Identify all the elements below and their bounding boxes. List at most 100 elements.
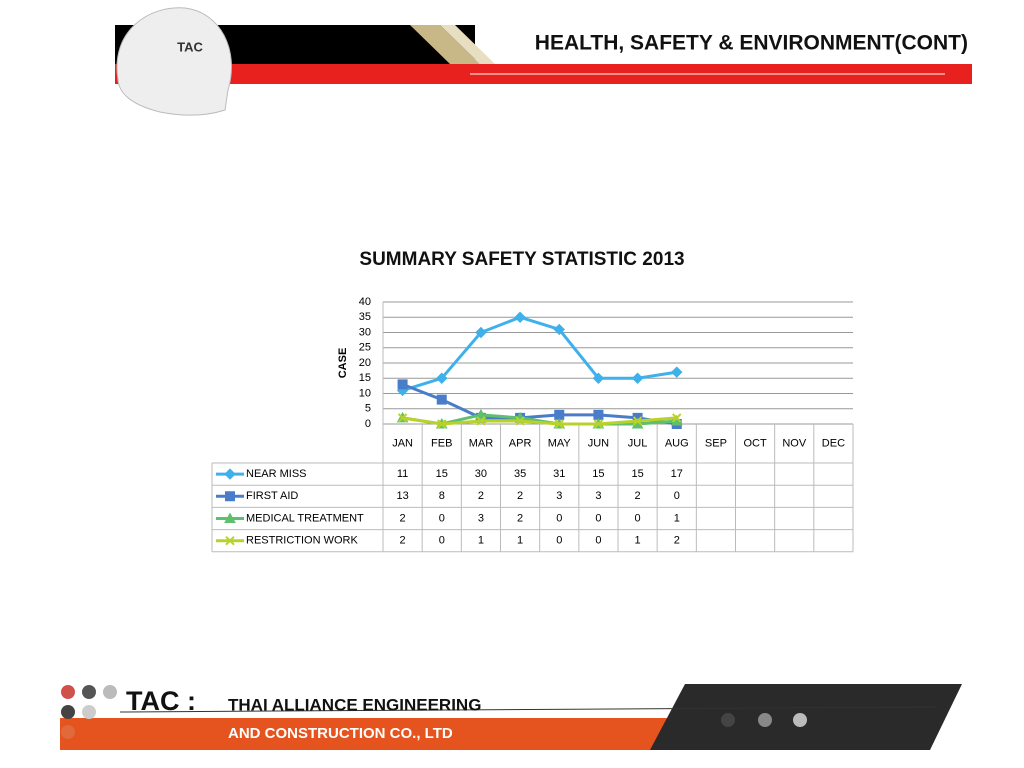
legend-label: NEAR MISS [246, 468, 307, 480]
y-tick-label: 20 [359, 357, 371, 369]
slide-title: HEALTH, SAFETY & ENVIRONMENT(CONT) [535, 32, 968, 55]
marker [554, 419, 564, 429]
dot [82, 685, 96, 699]
x-tick-label: FEB [431, 437, 452, 449]
dot [721, 713, 735, 727]
y-tick-label: 15 [359, 372, 371, 384]
legend-label: RESTRICTION WORK [246, 535, 358, 547]
y-axis-label: CASE [337, 348, 349, 379]
table-value: 2 [478, 490, 484, 502]
table-value: 1 [674, 512, 680, 524]
table-value: 2 [400, 535, 406, 547]
header-stripe [410, 25, 480, 64]
y-tick-label: 25 [359, 342, 371, 354]
series-line [402, 382, 677, 426]
table-value: 30 [475, 468, 487, 480]
marker [224, 468, 236, 480]
marker [475, 408, 487, 420]
table-value: 1 [635, 535, 641, 547]
dot [793, 713, 807, 727]
table-value: 2 [517, 512, 523, 524]
table-value: 0 [556, 512, 562, 524]
table-value: 0 [674, 490, 680, 502]
table-value: 3 [595, 490, 601, 502]
table-value: 2 [517, 490, 523, 502]
y-tick-label: 40 [359, 296, 371, 308]
marker [515, 416, 525, 426]
x-tick-label: APR [509, 437, 532, 449]
legend-label: MEDICAL TREATMENT [246, 512, 364, 524]
x-tick-label: JAN [392, 437, 413, 449]
footer-company: AND CONSTRUCTION CO., LTD [228, 725, 453, 742]
marker [437, 419, 447, 429]
marker [397, 413, 408, 423]
table-value: 1 [478, 535, 484, 547]
table-value: 3 [478, 512, 484, 524]
footer-band [60, 718, 680, 750]
table-value: 2 [674, 535, 680, 547]
footer-rule [119, 706, 936, 713]
marker [514, 311, 526, 323]
table-value: 11 [397, 468, 408, 480]
table-value: 8 [439, 490, 445, 502]
marker [631, 372, 644, 384]
marker [476, 416, 486, 426]
table-value: 0 [595, 535, 601, 547]
y-tick-label: 30 [359, 326, 371, 338]
table-value: 1 [517, 535, 523, 547]
footer-company: THAI ALLIANCE ENGINEERING [228, 695, 481, 714]
header-stripe [440, 25, 495, 64]
table-value: 13 [396, 490, 408, 502]
table-value: 17 [671, 468, 683, 480]
x-tick-label: NOV [782, 437, 807, 449]
table-value: 2 [400, 512, 406, 524]
table-value: 2 [635, 490, 641, 502]
table-value: 0 [439, 512, 445, 524]
dot [103, 685, 117, 699]
marker [224, 512, 236, 523]
table-value: 3 [556, 490, 562, 502]
table-value: 35 [514, 468, 526, 480]
helmet-logo: TAC [177, 39, 203, 54]
marker [436, 394, 447, 405]
marker [593, 409, 604, 420]
marker [553, 323, 565, 336]
table-value: 31 [553, 468, 565, 480]
chart-title: SUMMARY SAFETY STATISTIC 2013 [359, 249, 684, 270]
marker [225, 535, 235, 546]
dot [758, 713, 772, 727]
dot [61, 705, 75, 719]
marker [593, 419, 604, 429]
marker [225, 491, 235, 502]
y-tick-label: 5 [365, 403, 371, 415]
x-tick-label: OCT [743, 437, 767, 449]
y-tick-label: 0 [365, 418, 371, 430]
y-tick-label: 35 [359, 311, 371, 323]
table-value: 0 [635, 512, 641, 524]
x-tick-label: MAY [548, 437, 572, 449]
marker [632, 416, 643, 426]
series-line [402, 416, 677, 426]
dot [61, 725, 75, 739]
table-value: 0 [595, 512, 601, 524]
x-tick-label: DEC [822, 437, 845, 449]
table-value: 15 [631, 468, 643, 480]
table-value: 0 [556, 535, 562, 547]
marker [436, 372, 448, 384]
dot [61, 685, 75, 699]
marker [475, 326, 487, 339]
y-tick-label: 10 [359, 387, 371, 399]
marker [592, 372, 605, 384]
marker [671, 366, 683, 378]
x-tick-label: MAR [469, 437, 494, 449]
series-line [402, 315, 677, 392]
helmet [116, 7, 232, 116]
table-value: 0 [439, 535, 445, 547]
marker [554, 409, 565, 420]
x-tick-label: AUG [665, 437, 689, 449]
dot [82, 705, 96, 719]
footer-brand: TAC : [126, 686, 196, 716]
x-tick-label: SEP [705, 437, 727, 449]
x-tick-label: JUL [628, 437, 648, 449]
